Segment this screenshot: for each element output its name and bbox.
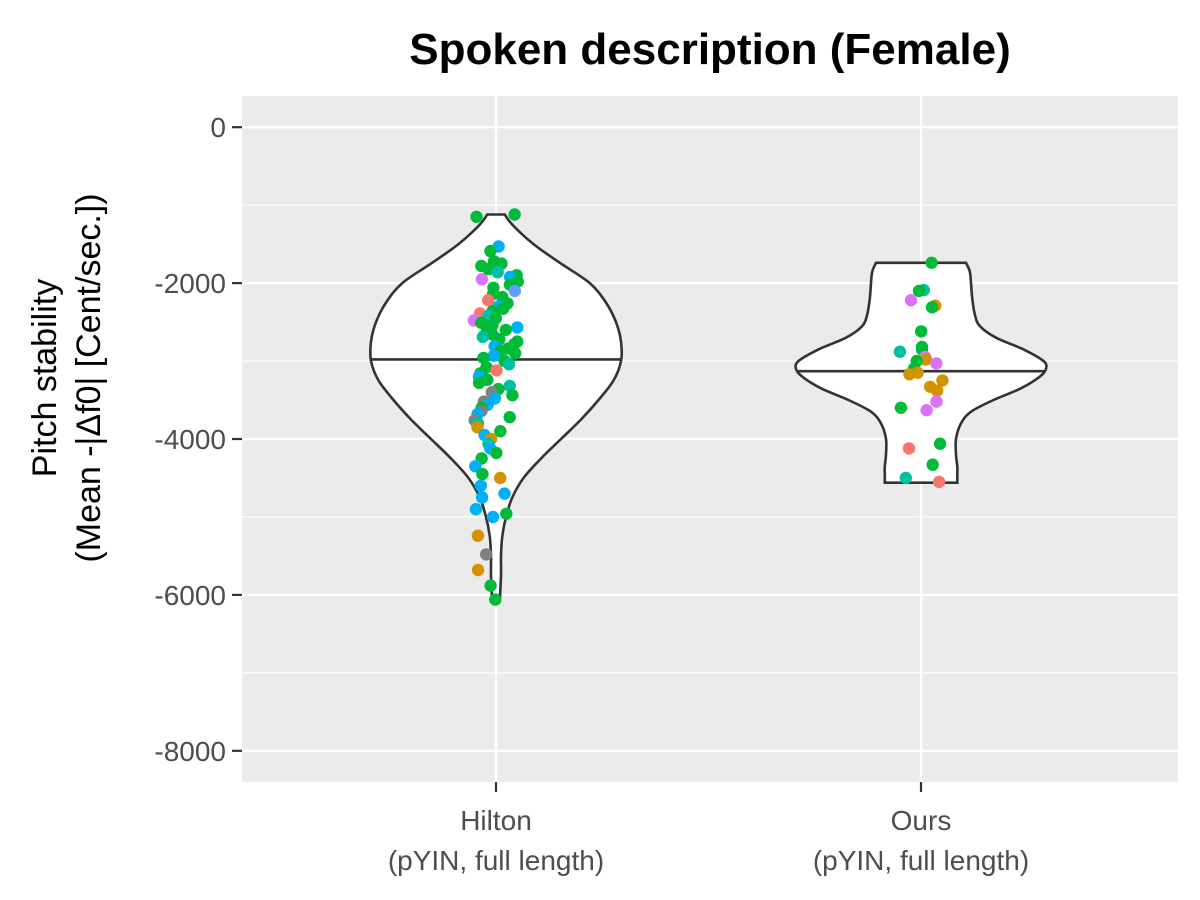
data-point	[925, 301, 939, 314]
y-tick-label: -8000	[154, 736, 226, 767]
data-point	[487, 349, 501, 362]
data-point	[476, 467, 489, 481]
data-point	[930, 384, 944, 397]
data-point	[919, 353, 933, 366]
data-point	[469, 503, 483, 516]
y-axis-label-line-1: Pitch stability	[26, 279, 64, 477]
data-point	[503, 379, 516, 393]
data-point	[471, 563, 485, 577]
data-point	[472, 376, 486, 390]
data-point	[915, 325, 928, 338]
data-points	[467, 208, 949, 606]
data-point	[932, 475, 946, 489]
data-point	[471, 529, 485, 542]
data-point	[506, 389, 519, 402]
data-point	[500, 507, 513, 520]
data-point	[486, 510, 500, 524]
data-point	[475, 273, 489, 286]
data-point	[893, 345, 907, 358]
y-tick-label: 0	[210, 112, 226, 143]
data-point	[491, 266, 504, 279]
data-point	[471, 421, 484, 434]
data-point	[490, 446, 503, 460]
data-point	[508, 284, 521, 298]
data-point	[484, 244, 497, 258]
data-point	[474, 316, 488, 329]
data-point	[903, 368, 916, 381]
x-tick-label-line-2: (pYIN, full length)	[813, 845, 1029, 876]
y-tick-label: -6000	[154, 580, 226, 611]
data-point	[930, 357, 943, 370]
data-point	[477, 351, 490, 365]
data-point	[484, 579, 497, 592]
data-point	[490, 364, 503, 377]
data-point	[494, 425, 507, 438]
data-point	[912, 284, 926, 298]
data-point	[936, 374, 949, 387]
data-point	[904, 294, 918, 307]
data-point	[499, 323, 512, 337]
data-point	[503, 411, 516, 424]
data-point	[498, 487, 511, 500]
chart-title: Spoken description (Female)	[409, 25, 1010, 74]
data-point	[489, 593, 502, 606]
y-axis-label-line-2: (Mean -|Δf0| [Cent/sec.])	[70, 193, 108, 562]
data-point	[475, 491, 489, 504]
y-tick-label: -4000	[154, 424, 226, 455]
data-point	[511, 321, 524, 334]
data-point	[926, 458, 939, 471]
data-point	[476, 330, 489, 344]
data-point	[930, 395, 943, 408]
data-point	[894, 401, 908, 414]
data-point	[480, 548, 493, 561]
data-point	[496, 302, 510, 315]
x-tick-label-line-2: (pYIN, full length)	[388, 845, 604, 876]
data-point	[482, 294, 495, 307]
data-point	[502, 358, 516, 371]
x-tick-label-line-1: Hilton	[460, 805, 532, 836]
data-point	[470, 210, 483, 223]
data-point	[902, 442, 916, 455]
y-tick-label: -2000	[154, 268, 226, 299]
data-point	[933, 437, 947, 450]
axes: 0 -2000 -4000 -6000 -8000 Hilton (pYIN, full l…	[154, 112, 1029, 876]
data-point	[508, 347, 522, 360]
data-point	[494, 471, 507, 485]
data-point	[920, 404, 933, 417]
data-point	[508, 208, 521, 221]
data-point	[925, 256, 938, 269]
x-tick-label-line-1: Ours	[891, 805, 952, 836]
data-point	[474, 479, 487, 492]
data-point	[899, 471, 912, 485]
